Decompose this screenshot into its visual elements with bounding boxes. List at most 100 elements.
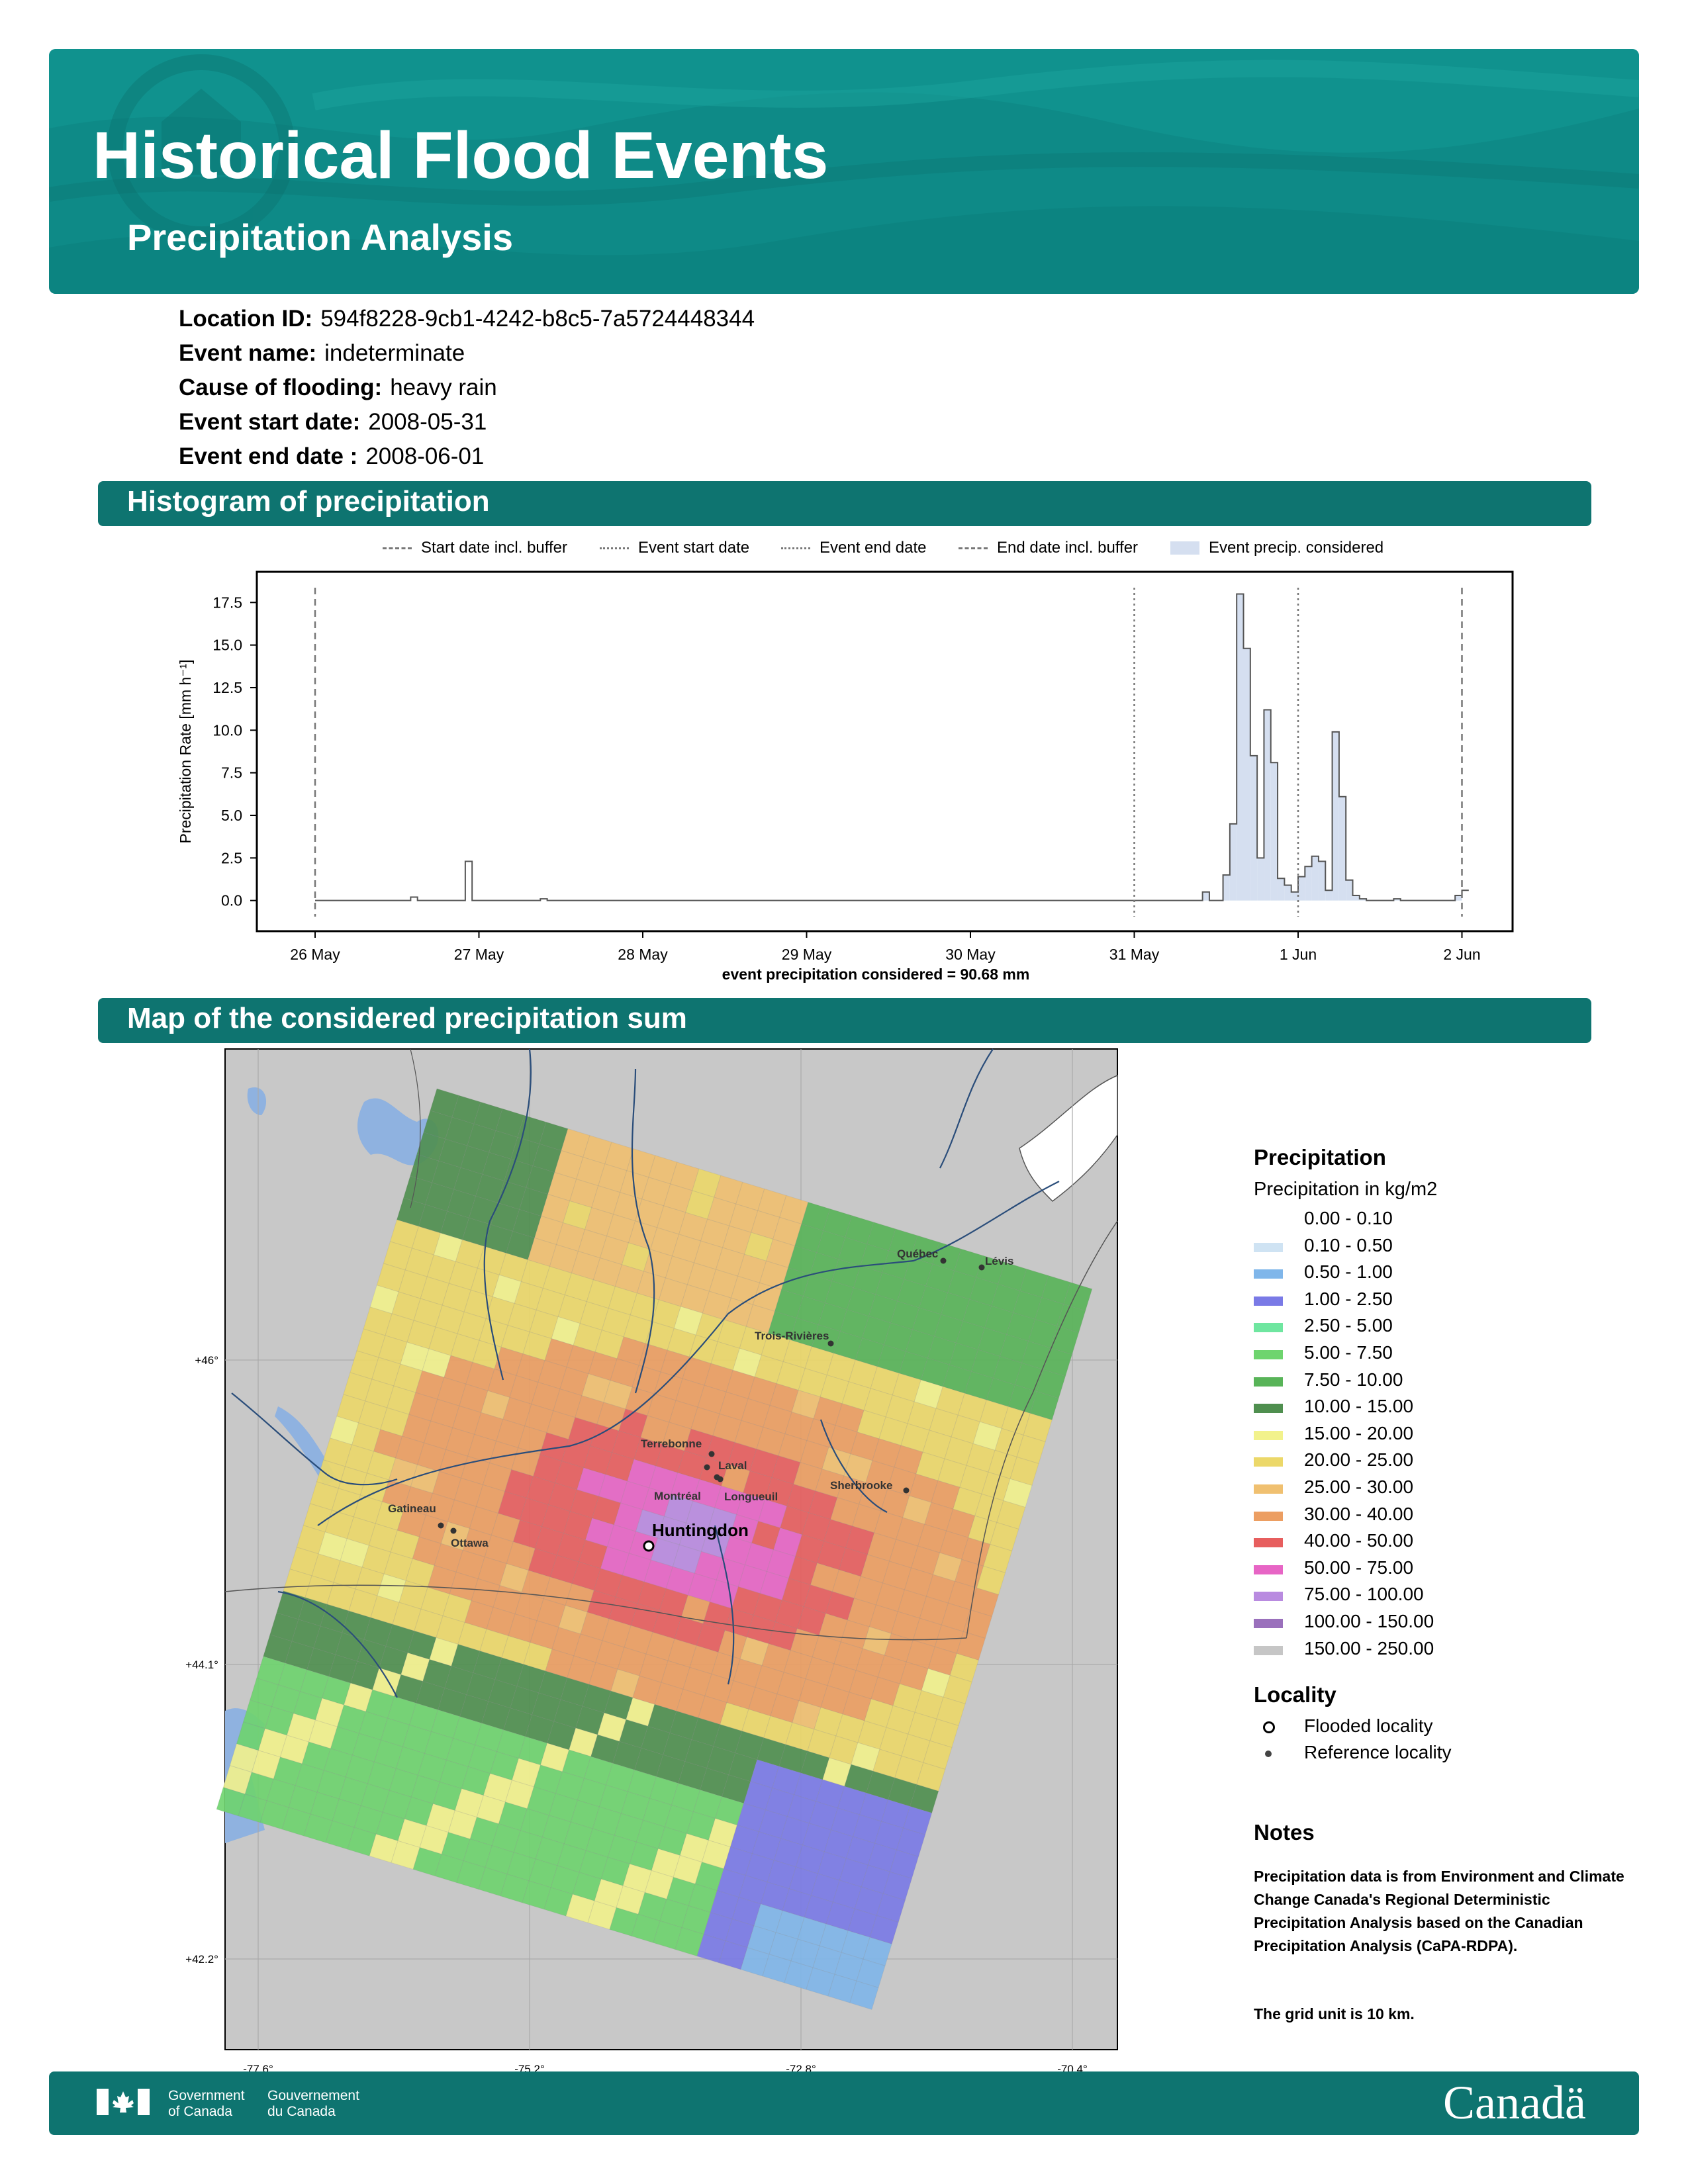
legend-range-label: 75.00 - 100.00 xyxy=(1304,1584,1424,1605)
event-precip-bar xyxy=(1338,796,1346,901)
x-tick-label: 2 Jun xyxy=(1443,946,1480,963)
event-precip-bar xyxy=(1352,895,1360,901)
reference-locality-dot xyxy=(940,1257,947,1264)
y-tick-label: 12.5 xyxy=(212,679,242,696)
legend-color-swatch xyxy=(1254,1511,1283,1521)
legend-event-precip: Event precip. considered xyxy=(1170,539,1383,557)
border-line xyxy=(224,1584,967,1641)
legend-event-start: Event start date xyxy=(600,539,749,557)
header-banner xyxy=(49,49,1639,294)
event-precip-bar xyxy=(1332,731,1339,901)
event-precip-bar xyxy=(1270,762,1278,901)
legend-range-label: 2.50 - 5.00 xyxy=(1304,1315,1393,1336)
legend-range-label: 15.00 - 20.00 xyxy=(1304,1422,1414,1443)
event-precip-bar xyxy=(1318,861,1326,901)
canada-wordmark: Canadä xyxy=(1443,2076,1586,2129)
legend-range-label: 0.10 - 0.50 xyxy=(1304,1234,1393,1255)
reference-locality-dot xyxy=(903,1487,910,1494)
y-tick-label: 17.5 xyxy=(212,594,242,611)
event-precip-bar xyxy=(1305,866,1312,901)
banner-wave-decoration xyxy=(49,49,1639,294)
precip-cell xyxy=(849,1980,879,2010)
legend-precip-subtitle: Precipitation in kg/m2 xyxy=(1254,1179,1438,1200)
legend-range-label: 50.00 - 75.00 xyxy=(1304,1557,1414,1578)
event-precip-bar xyxy=(1359,899,1367,901)
x-tick-label: 29 May xyxy=(782,946,832,963)
info-cause: Cause of flooding: heavy rain xyxy=(179,375,497,400)
y-tick-label: 0.0 xyxy=(221,892,242,909)
legend-range-label: 30.00 - 40.00 xyxy=(1304,1503,1414,1524)
lat-label: +44.1° xyxy=(185,1659,218,1671)
river-n1 xyxy=(483,1048,532,1381)
canada-flag-icon xyxy=(97,2089,150,2115)
city-label: Montréal xyxy=(654,1490,701,1502)
legend-range-label: 1.00 - 2.50 xyxy=(1304,1288,1393,1309)
x-tick-label: 31 May xyxy=(1109,946,1160,963)
flooded-locality-marker xyxy=(643,1540,655,1552)
event-precip-bar xyxy=(1278,878,1285,901)
legend-precip-title: Precipitation xyxy=(1254,1145,1386,1169)
city-label: Lévis xyxy=(985,1255,1013,1267)
y-axis-label: Precipitation Rate [mm h⁻¹] xyxy=(177,659,194,843)
y-tick-label: 2.5 xyxy=(221,849,242,866)
x-tick-label: 26 May xyxy=(290,946,340,963)
reference-locality-dot xyxy=(450,1527,457,1534)
city-label: Terrebonne xyxy=(641,1437,702,1450)
flooded-locality-icon xyxy=(1263,1721,1275,1733)
info-start-date: Event start date: 2008-05-31 xyxy=(179,409,487,435)
legend-range-label: 150.00 - 250.00 xyxy=(1304,1637,1434,1659)
legend-range-label: 25.00 - 30.00 xyxy=(1304,1477,1414,1497)
richelieu-river xyxy=(714,1525,735,1685)
reference-locality-dot xyxy=(708,1451,715,1457)
city-label: Ottawa xyxy=(451,1537,489,1549)
event-precip-bar xyxy=(1291,891,1298,901)
st-lawrence-river xyxy=(317,1181,1060,1526)
lat-label: +42.2° xyxy=(185,1953,218,1966)
st-francis-river xyxy=(820,1419,888,1513)
event-precip-bar xyxy=(1325,890,1333,901)
border-line-east xyxy=(966,1220,1118,1639)
notes-source: Precipitation data is from Environment a… xyxy=(1254,1868,1624,1954)
lat-label: +46° xyxy=(195,1354,218,1367)
legend-color-swatch xyxy=(1254,1269,1283,1279)
legend-color-swatch xyxy=(1254,1457,1283,1467)
y-tick-label: 7.5 xyxy=(221,764,242,782)
event-precip-bar xyxy=(1257,858,1264,901)
footer-gov-en: Government of Canada xyxy=(168,2088,245,2119)
event-precip-bar xyxy=(1237,594,1244,901)
legend-color-swatch xyxy=(1254,1565,1283,1574)
x-axis-label: event precipitation considered = 90.68 m… xyxy=(722,966,1030,983)
reference-locality-dot xyxy=(978,1264,985,1271)
ottawa-river xyxy=(231,1392,398,1486)
legend-range-label: 0.00 - 0.10 xyxy=(1304,1208,1393,1228)
info-location-id: Location ID: 594f8228-9cb1-4242-b8c5-7a57… xyxy=(179,306,755,332)
reference-locality-dot xyxy=(438,1522,444,1529)
legend-end-buffer: End date incl. buffer xyxy=(959,539,1138,557)
y-tick-label: 5.0 xyxy=(221,807,242,824)
section-histogram: Histogram of precipitation xyxy=(98,481,1591,526)
legend-color-swatch xyxy=(1254,1645,1283,1655)
footer-gov-fr: Gouvernement du Canada xyxy=(267,2088,359,2119)
city-label: Gatineau xyxy=(388,1502,436,1515)
st-maurice-river xyxy=(631,1068,655,1394)
event-precip-bar xyxy=(1298,876,1305,901)
st-lawrence-estuary xyxy=(1019,1074,1118,1202)
legend-color-swatch xyxy=(1254,1296,1283,1306)
legend-color-swatch xyxy=(1254,1538,1283,1548)
reference-locality-dot xyxy=(827,1340,834,1347)
legend-range-label: 10.00 - 15.00 xyxy=(1304,1396,1414,1417)
footer-bar xyxy=(49,2071,1639,2135)
legend-range-label: 20.00 - 25.00 xyxy=(1304,1449,1414,1471)
city-label: Québec xyxy=(897,1248,938,1260)
legend-start-buffer: Start date incl. buffer xyxy=(383,539,567,557)
lake-nw xyxy=(247,1087,267,1115)
event-precip-bar xyxy=(1393,899,1401,901)
legend-color-swatch xyxy=(1254,1323,1283,1333)
event-precip-bar xyxy=(1202,891,1209,901)
section-map: Map of the considered precipitation sum xyxy=(98,998,1591,1043)
legend-color-swatch xyxy=(1254,1430,1283,1440)
precipitation-map: Québec Lévis Trois-Rivières Terrebonne Laval… xyxy=(185,1048,1118,2075)
city-label: Laval xyxy=(718,1459,747,1472)
legend-range-label: 5.00 - 7.50 xyxy=(1304,1342,1393,1363)
legend-color-swatch xyxy=(1254,1619,1283,1628)
